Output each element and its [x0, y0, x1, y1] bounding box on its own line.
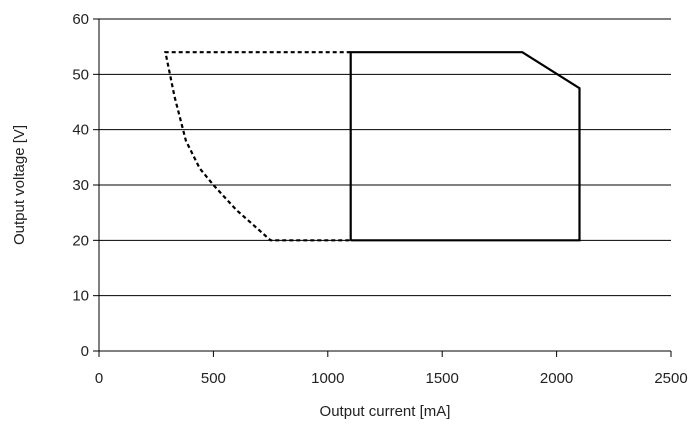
- y-tick-label-2: 20: [72, 232, 89, 249]
- y-tick-label-6: 60: [72, 11, 89, 28]
- x-tick-label-0: 0: [95, 370, 103, 387]
- x-tick-label-5: 2500: [654, 370, 687, 387]
- axes-layer: [93, 19, 671, 357]
- y-tick-label-1: 10: [72, 288, 89, 305]
- ticks-layer: 0 10 20 30 40 50 60 0 500 1000 1500 2000 2500: [72, 11, 687, 387]
- y-tick-label-4: 40: [72, 122, 89, 139]
- x-tick-label-2: 1000: [311, 370, 344, 387]
- x-tick-label-3: 1500: [426, 370, 459, 387]
- dashed-series-line: [164, 51, 351, 242]
- y-tick-label-3: 30: [72, 177, 89, 194]
- x-tick-label-4: 2000: [540, 370, 573, 387]
- grid-layer: [99, 18, 671, 297]
- solid-series-line: [349, 51, 581, 242]
- series-layer: [164, 51, 581, 242]
- y-axis-label: Output voltage [V]: [11, 125, 28, 245]
- x-axis-label: Output current [mA]: [320, 403, 451, 420]
- x-tick-label-1: 500: [201, 370, 226, 387]
- y-tick-label-5: 50: [72, 66, 89, 83]
- y-tick-label-0: 0: [81, 343, 89, 360]
